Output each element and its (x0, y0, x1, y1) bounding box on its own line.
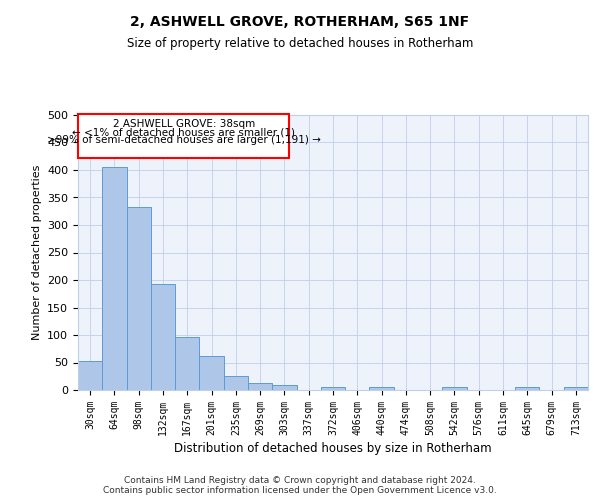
Y-axis label: Number of detached properties: Number of detached properties (32, 165, 41, 340)
Bar (151, 284, 175, 390)
Bar (127, 208, 151, 390)
Bar (102, 166, 127, 390)
Text: Contains public sector information licensed under the Open Government Licence v3: Contains public sector information licen… (103, 486, 497, 495)
Bar (175, 336, 199, 390)
Bar (370, 387, 394, 390)
Bar (78, 114, 289, 158)
Bar (78, 362, 102, 390)
Bar (199, 356, 224, 390)
Bar (248, 383, 272, 390)
Bar (321, 386, 345, 390)
Bar (224, 376, 248, 390)
Bar (442, 387, 467, 390)
Text: 2, ASHWELL GROVE, ROTHERHAM, S65 1NF: 2, ASHWELL GROVE, ROTHERHAM, S65 1NF (130, 15, 470, 29)
Bar (515, 387, 539, 390)
Bar (272, 384, 296, 390)
X-axis label: Distribution of detached houses by size in Rotherham: Distribution of detached houses by size … (174, 442, 492, 455)
Text: >99% of semi-detached houses are larger (1,191) →: >99% of semi-detached houses are larger … (47, 135, 320, 145)
Text: Size of property relative to detached houses in Rotherham: Size of property relative to detached ho… (127, 38, 473, 51)
Text: Contains HM Land Registry data © Crown copyright and database right 2024.: Contains HM Land Registry data © Crown c… (124, 476, 476, 485)
Text: 2 ASHWELL GROVE: 38sqm: 2 ASHWELL GROVE: 38sqm (113, 120, 255, 130)
Bar (564, 387, 588, 390)
Text: ← <1% of detached houses are smaller (1): ← <1% of detached houses are smaller (1) (72, 127, 295, 137)
